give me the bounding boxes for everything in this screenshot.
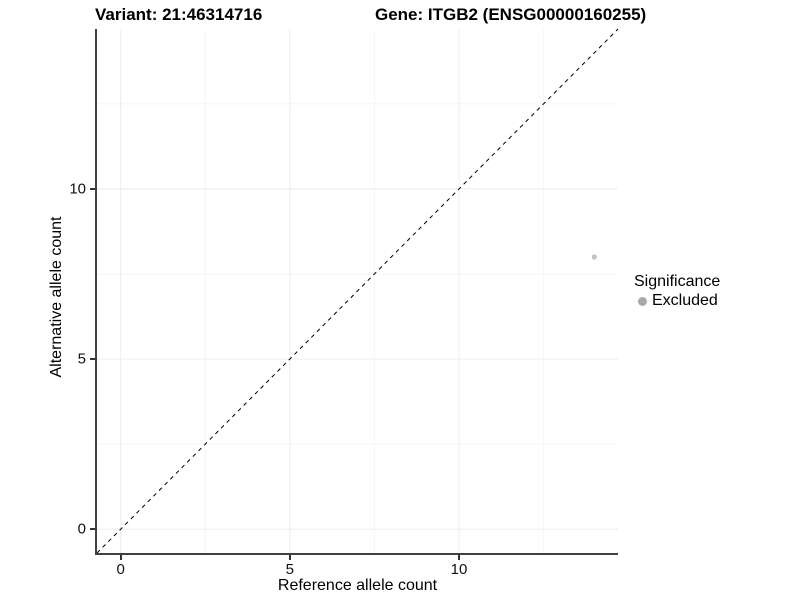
y-axis-title: Alternative allele count: [48, 216, 65, 378]
y-tick-label: 0: [77, 520, 86, 538]
y-tick-label: 5: [77, 350, 86, 368]
legend-title: Significance: [634, 273, 721, 290]
x-tick-mark: [457, 555, 460, 560]
legend: Significance Excluded: [634, 272, 720, 310]
legend-key-dot-icon: [638, 296, 647, 306]
x-tick-label: 0: [116, 561, 125, 578]
data-point: [591, 254, 597, 260]
x-tick-label: 5: [285, 561, 294, 578]
y-tick-mark: [90, 358, 95, 361]
plot-title-gene: Gene: ITGB2 (ENSG00000160255): [375, 5, 647, 24]
x-axis-title: Reference allele count: [277, 577, 438, 594]
y-axis-line: [95, 29, 97, 555]
y-tick-label: 10: [69, 180, 86, 198]
identity-line: [96, 28, 619, 554]
x-tick-mark: [288, 555, 291, 560]
x-tick-label: 10: [450, 561, 468, 578]
y-tick-mark: [90, 528, 95, 531]
legend-entry-label: Excluded: [652, 292, 718, 309]
plot-title-variant: Variant: 21:46314716: [95, 5, 263, 24]
x-axis-line: [95, 553, 618, 555]
plot-canvas: [96, 28, 619, 554]
y-tick-mark: [90, 187, 95, 190]
plot-panel: [96, 28, 619, 554]
legend-entry-excluded: Excluded: [634, 292, 720, 310]
x-tick-mark: [119, 555, 122, 560]
